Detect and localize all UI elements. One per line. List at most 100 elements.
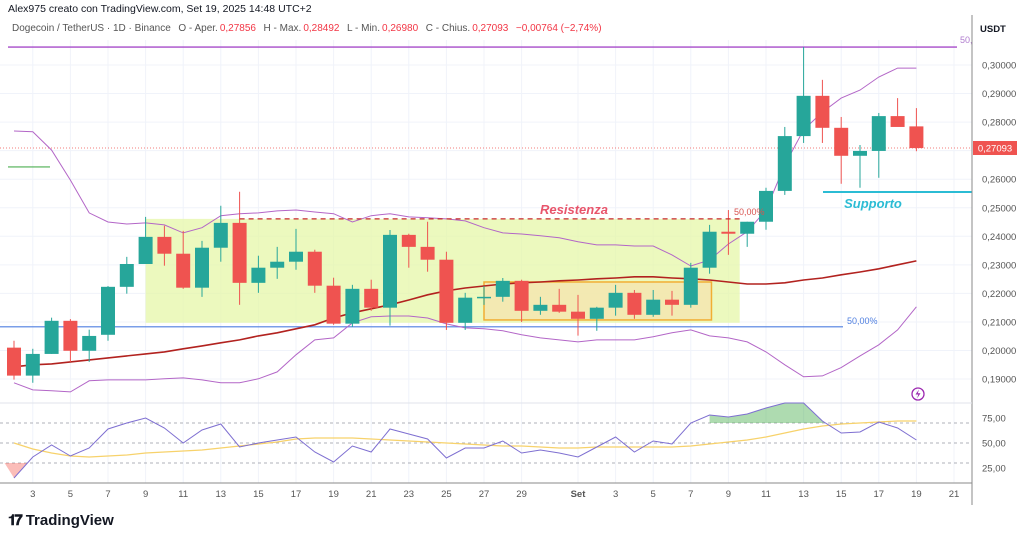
y-tick-label: 0,30000 xyxy=(982,61,1016,72)
candle-down xyxy=(514,280,529,311)
x-tick-label: 19 xyxy=(328,489,339,500)
rsi-line xyxy=(13,402,917,479)
rsi-oversold-fill xyxy=(4,463,28,478)
x-tick-label: 17 xyxy=(874,489,885,500)
y-tick-label: 0,19000 xyxy=(982,375,1016,386)
candle-down xyxy=(364,288,379,308)
y-tick-label: 0,21000 xyxy=(982,317,1016,328)
candle-down xyxy=(552,304,567,312)
annotations-front: Resistenza 50,00% 50,00% 50, Supporto xyxy=(239,35,973,326)
candle-up xyxy=(646,299,661,315)
symbol-legend: Dogecoin / TetherUS · 1D · Binance O - A… xyxy=(12,23,604,34)
symbol-name[interactable]: Dogecoin / TetherUS · 1D · Binance xyxy=(12,23,171,34)
close-value: 0,27093 xyxy=(472,23,509,34)
x-tick-label: 21 xyxy=(949,489,960,500)
candle-down xyxy=(326,285,341,324)
low-label: L - Min. xyxy=(347,23,381,34)
candle-up xyxy=(44,320,59,354)
x-tick-label: 25 xyxy=(441,489,452,500)
x-tick-label: 9 xyxy=(143,489,148,500)
lightning-icon[interactable] xyxy=(911,387,925,401)
moving-average-line xyxy=(13,260,917,368)
candle-down xyxy=(307,251,322,286)
candle-up xyxy=(533,304,548,311)
candle-up xyxy=(119,263,134,287)
x-tick-label: 9 xyxy=(726,489,731,500)
last-price-label: 0,27093 xyxy=(978,143,1012,154)
candle-up xyxy=(101,286,115,335)
y-tick-label: 0,24000 xyxy=(982,232,1016,243)
y-tick-label: 0,23000 xyxy=(982,260,1016,271)
candle-up xyxy=(25,353,40,376)
candle-up xyxy=(345,288,360,324)
fib-blue-label: 50,00% xyxy=(847,316,878,326)
x-tick-label: 15 xyxy=(253,489,264,500)
candle-up xyxy=(702,231,717,268)
x-tick-label: 13 xyxy=(216,489,227,500)
candle-up xyxy=(477,296,491,299)
fib-purple-label: 50, xyxy=(960,35,973,45)
rsi-overbought-fill xyxy=(709,403,825,423)
high-label: H - Max. xyxy=(263,23,302,34)
candle-up xyxy=(383,234,397,308)
x-tick-label: 11 xyxy=(761,489,771,500)
x-tick-label: 27 xyxy=(479,489,490,500)
candle-down xyxy=(627,292,642,315)
y-tick-label: 0,20000 xyxy=(982,346,1016,357)
rsi-tick-label: 50,00 xyxy=(982,439,1006,450)
logo-text: TradingView xyxy=(25,512,114,529)
candle-up xyxy=(289,251,303,262)
y-tick-label: 0,22000 xyxy=(982,289,1016,300)
open-value: 0,27856 xyxy=(219,23,256,34)
x-tick-label: 21 xyxy=(366,489,377,500)
currency-label: USDT xyxy=(980,24,1006,35)
x-tick-label: 7 xyxy=(688,489,693,500)
candle-up xyxy=(683,267,698,305)
candle-down xyxy=(890,116,905,127)
x-tick-label: 13 xyxy=(798,489,809,500)
candle-up xyxy=(759,190,773,222)
rsi-tick-label: 25,00 xyxy=(982,464,1006,475)
candle-up xyxy=(270,261,285,268)
change-value: −0,00764 (−2,74%) xyxy=(515,23,602,34)
tradingview-logo-icon: 𝟏𝟕 xyxy=(8,512,23,529)
candle-down xyxy=(157,236,172,254)
y-tick-label: 0,25000 xyxy=(982,203,1016,214)
candle-down xyxy=(571,311,585,319)
candles xyxy=(7,47,924,383)
candle-down xyxy=(232,222,247,283)
candle-down xyxy=(815,95,830,128)
candle-up xyxy=(608,292,623,308)
x-tick-label: 11 xyxy=(178,489,188,500)
low-value: 0,26980 xyxy=(382,23,419,34)
rsi-tick-label: 75,00 xyxy=(982,414,1006,425)
candle-up xyxy=(871,116,886,151)
candle-down xyxy=(439,259,454,323)
candle-up xyxy=(251,267,266,283)
x-tick-label: 5 xyxy=(68,489,73,500)
fib-red-label: 50,00% xyxy=(734,207,765,217)
author-line: Alex975 creato con TradingView.com, Set … xyxy=(8,3,312,15)
y-tick-label: 0,26000 xyxy=(982,175,1016,186)
x-tick-label: 29 xyxy=(516,489,527,500)
candle-down xyxy=(909,126,924,149)
open-label: O - Aper. xyxy=(178,23,218,34)
candle-up xyxy=(458,297,473,323)
x-tick-label: 15 xyxy=(836,489,847,500)
rsi-ma-line xyxy=(13,420,917,458)
high-value: 0,28492 xyxy=(303,23,340,34)
axes: 0,30000 0,29000 0,28000 0,26000 0,25000 0,240… xyxy=(0,15,1017,505)
candle-up xyxy=(740,221,755,234)
x-tick-label: 3 xyxy=(30,489,35,500)
candle-up xyxy=(213,222,228,248)
x-tick-label: 23 xyxy=(404,489,415,500)
candle-down xyxy=(401,234,416,247)
candle-up xyxy=(82,335,97,351)
candle-down xyxy=(420,246,435,260)
tradingview-logo[interactable]: 𝟏𝟕 TradingView xyxy=(8,512,114,529)
last-price-badge xyxy=(973,140,1017,155)
candle-up xyxy=(195,247,209,288)
candle-down xyxy=(63,320,78,351)
candle-down xyxy=(721,231,736,234)
